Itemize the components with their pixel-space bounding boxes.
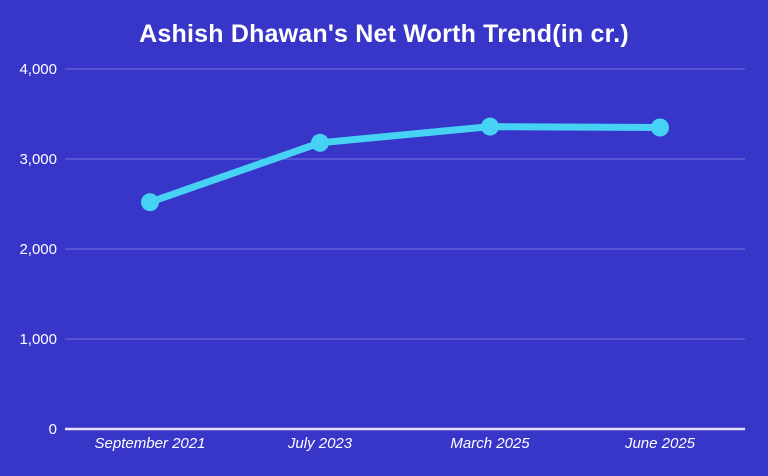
data-point	[311, 133, 329, 152]
data-point	[651, 118, 669, 137]
data-line	[146, 123, 664, 206]
y-axis-tick-label: 4,000	[19, 61, 57, 78]
x-axis-tick-label: June 2025	[624, 435, 696, 452]
y-axis-tick-label: 2,000	[19, 241, 57, 258]
data-point	[141, 193, 159, 212]
chart-title: Ashish Dhawan's Net Worth Trend(in cr.)	[139, 20, 629, 48]
y-axis-tick-label: 0	[49, 421, 57, 438]
data-point	[481, 117, 499, 136]
y-axis-tick-label: 3,000	[19, 151, 57, 168]
x-axis-tick-label: September 2021	[95, 435, 206, 452]
x-axis-tick-label: March 2025	[450, 435, 530, 452]
y-axis-tick-label: 1,000	[19, 331, 57, 348]
x-axis-tick-label: July 2023	[287, 435, 353, 452]
